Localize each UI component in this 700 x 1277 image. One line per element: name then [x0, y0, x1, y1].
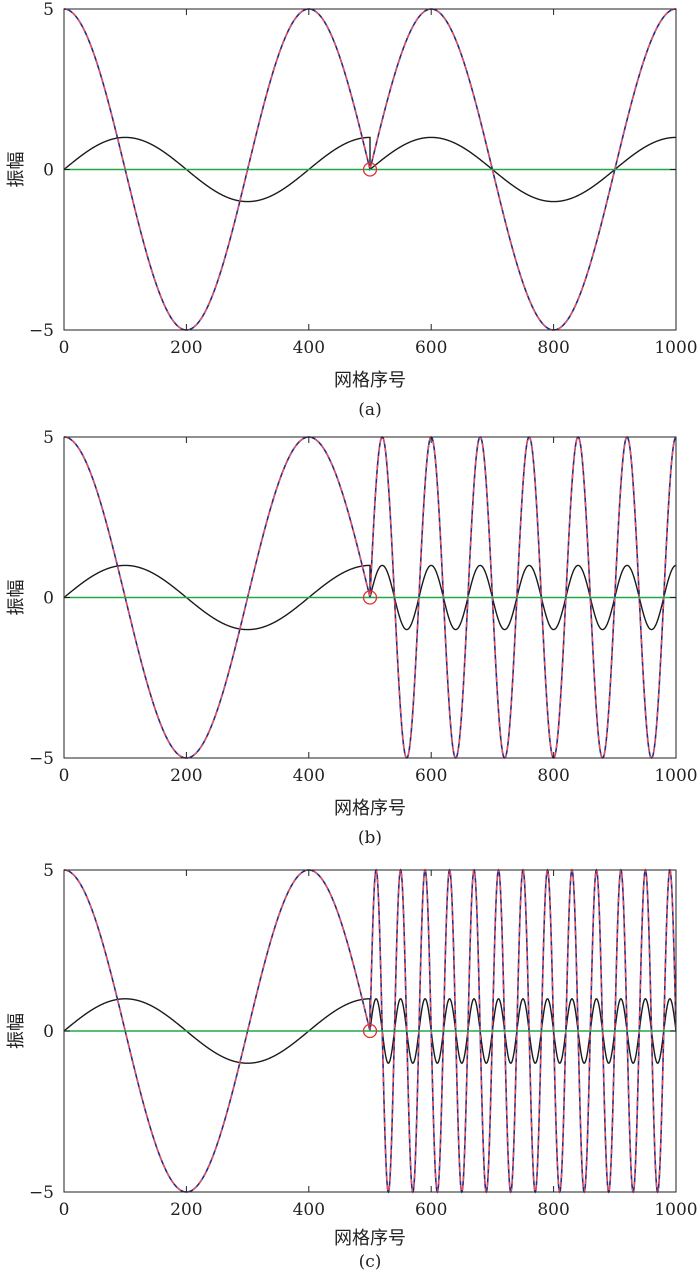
- panel-caption: (b): [358, 828, 382, 848]
- series-black-curve: [64, 136, 676, 203]
- x-tick-label: 200: [170, 1200, 202, 1220]
- x-tick-label: 600: [415, 766, 447, 786]
- y-axis-label: 振幅: [6, 152, 27, 188]
- y-tick-label: 0: [43, 1022, 54, 1042]
- y-tick-label: 0: [43, 589, 54, 609]
- x-tick-label: 800: [537, 1200, 569, 1220]
- marker-circle: [362, 1023, 378, 1039]
- y-tick-label: −5: [29, 1183, 54, 1203]
- series-red-dashed-curve: [64, 436, 676, 759]
- x-tick-label: 800: [537, 766, 569, 786]
- x-tick-label: 1000: [654, 1200, 697, 1220]
- x-tick-label: 1000: [654, 338, 697, 358]
- x-tick-label: 400: [293, 1200, 325, 1220]
- x-axis-label: 网格序号: [334, 370, 406, 391]
- x-tick-label: 0: [59, 766, 70, 786]
- y-tick-label: 5: [43, 861, 54, 881]
- x-axis-label: 网格序号: [334, 798, 406, 819]
- y-axis-label: 振幅: [6, 580, 27, 616]
- panel-caption: (c): [359, 1252, 382, 1272]
- marker-circle: [362, 590, 378, 605]
- x-tick-label: 0: [59, 338, 70, 358]
- y-tick-label: 5: [43, 428, 54, 448]
- x-tick-label: 600: [415, 338, 447, 358]
- x-tick-label: 600: [415, 1200, 447, 1220]
- x-tick-label: 400: [293, 766, 325, 786]
- x-tick-label: 1000: [654, 766, 697, 786]
- panel-caption: (a): [358, 400, 381, 420]
- x-tick-label: 400: [293, 338, 325, 358]
- y-tick-label: 0: [43, 161, 54, 181]
- x-tick-label: 0: [59, 1200, 70, 1220]
- x-tick-label: 200: [170, 338, 202, 358]
- x-axis-label: 网格序号: [334, 1228, 406, 1249]
- y-axis-label: 振幅: [6, 1013, 27, 1049]
- marker-circle: [362, 162, 378, 177]
- x-tick-label: 800: [537, 338, 569, 358]
- x-tick-label: 200: [170, 766, 202, 786]
- y-tick-label: 5: [43, 0, 54, 20]
- y-tick-label: −5: [29, 321, 54, 341]
- y-tick-label: −5: [29, 749, 54, 769]
